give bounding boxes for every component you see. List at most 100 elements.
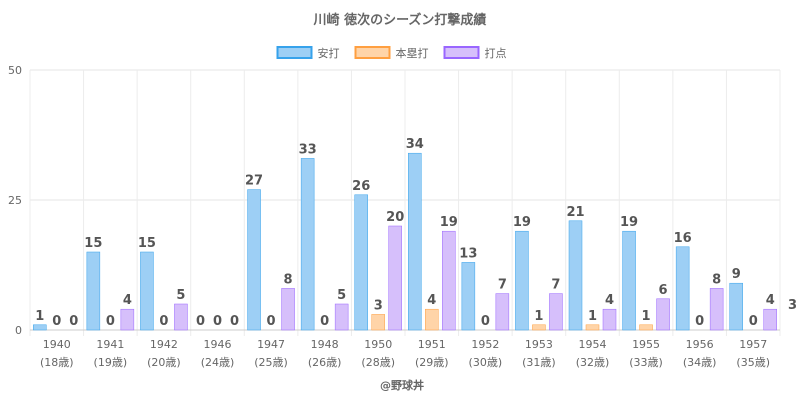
data-label: 0 [159,314,168,329]
data-label: 0 [230,314,239,329]
x-tick-sublabel: (24歳) [201,356,235,369]
x-tick-label: 1955 [632,338,660,351]
x-tick-label: 1952 [471,338,499,351]
data-label: 19 [440,215,458,230]
data-label: 0 [196,314,205,329]
x-tick-sublabel: (34歳) [683,356,717,369]
bar-本塁打 [639,324,653,331]
data-label: 15 [84,236,102,251]
bar-打点 [388,225,402,331]
overflow-data-label: 3 [788,298,797,313]
data-label: 8 [712,272,721,287]
data-label: 16 [674,231,692,246]
credit-text: @野球丼 [380,378,424,392]
data-label: 0 [695,314,704,329]
bar-安打 [354,194,368,331]
data-label: 1 [534,309,543,324]
x-tick-label: 1950 [364,338,392,351]
x-tick-sublabel: (19歳) [94,356,128,369]
bar-本塁打 [371,314,385,331]
bar-安打 [568,220,583,331]
bar-安打 [300,158,315,331]
data-label: 15 [138,236,156,251]
legend-swatch-本塁打 [354,46,391,59]
bar-打点 [334,303,349,331]
x-tick-sublabel: (29歳) [415,356,449,369]
x-axis: 1940 (18歳) 1941 (19歳) 1942 (20歳) 1946 (24歳) 1947… [40,338,770,369]
bar-打点 [549,293,563,331]
x-tick-sublabel: (33歳) [629,356,663,369]
data-label: 5 [337,288,346,303]
bar-安打 [140,251,154,331]
data-label: 7 [498,278,507,293]
legend-swatch-打点 [443,46,480,59]
x-tick-label: 1948 [311,338,339,351]
data-label: 6 [659,283,668,298]
x-tick-label: 1956 [686,338,714,351]
legend-label: 安打 [318,46,340,60]
bar-安打 [461,262,476,331]
x-tick-sublabel: (25歳) [254,356,288,369]
x-tick-label: 1947 [257,338,285,351]
data-label: 1 [642,309,651,324]
bar-打点 [709,288,724,331]
legend: 安打 本塁打 打点 [276,46,507,60]
bar-本塁打 [532,324,546,331]
legend-swatch-安打 [276,46,313,59]
bar-安打 [247,189,261,331]
bar-打点 [442,230,456,331]
x-tick-sublabel: (28歳) [361,356,395,369]
chart-title: 川崎 徳次のシーズン打撃成績 [313,12,487,28]
legend-label: 本塁打 [396,46,429,60]
x-tick-label: 1941 [96,338,124,351]
data-label: 0 [749,314,758,329]
data-label: 4 [766,293,775,308]
bar-本塁打 [425,308,439,331]
data-label: 34 [406,137,424,152]
x-tick-sublabel: (35歳) [736,356,770,369]
x-tick-label: 1954 [579,338,607,351]
bar-安打 [729,282,743,331]
x-tick-label: 1946 [204,338,232,351]
data-label: 0 [106,314,115,329]
data-label: 26 [352,179,370,194]
data-label: 33 [299,142,317,157]
data-label: 19 [513,215,531,230]
x-tick-label: 1953 [525,338,553,351]
data-label: 0 [267,314,276,329]
x-tick-sublabel: (20歳) [147,356,181,369]
data-label: 1 [588,309,597,324]
x-tick-sublabel: (30歳) [469,356,503,369]
data-label: 0 [320,314,329,329]
x-tick-sublabel: (32歳) [576,356,610,369]
data-label: 0 [213,314,222,329]
y-tick-label: 50 [8,64,22,77]
x-tick-label: 1940 [43,338,71,351]
data-label: 0 [69,314,78,329]
y-tick-label: 0 [15,324,22,337]
data-label: 8 [284,272,293,287]
legend-label: 打点 [485,46,507,60]
bar-打点 [174,303,188,331]
data-label: 4 [123,293,132,308]
data-label: 3 [374,298,383,313]
data-label: 21 [566,205,584,220]
data-label: 0 [52,314,61,329]
bar-打点 [495,293,510,331]
bar-打点 [602,308,617,331]
data-label: 1 [35,309,44,324]
data-label: 19 [620,215,638,230]
bar-安打 [408,152,422,331]
x-tick-label: 1957 [739,338,767,351]
data-label: 27 [245,174,263,189]
bar-打点 [120,308,135,331]
data-label: 4 [427,293,436,308]
data-label: 20 [386,210,404,225]
bar-打点 [763,308,777,331]
bar-安打 [86,251,101,331]
bars [33,152,777,331]
x-tick-sublabel: (31歳) [522,356,556,369]
bar-安打 [622,230,636,331]
x-tick-sublabel: (26歳) [308,356,342,369]
